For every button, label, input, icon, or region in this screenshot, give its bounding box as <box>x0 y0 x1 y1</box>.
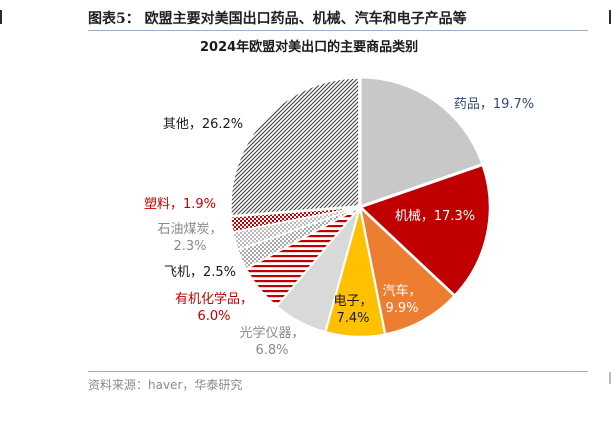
pie-slice-2 <box>360 164 491 296</box>
figure-title: 图表5： 欧盟主要对美国出口药品、机械、汽车和电子产品等 <box>88 11 467 27</box>
slice-label-2: 机械，17.3% <box>395 209 475 224</box>
right-edge-mark-bottom <box>609 372 611 384</box>
right-edge-mark <box>609 10 611 24</box>
slice-label-3: 汽车， 9.9% <box>382 283 421 316</box>
slice-label-1: 药品，19.7% <box>454 97 534 112</box>
pie-slice-9 <box>230 206 359 233</box>
slice-label-6: 有机化学品， 6.0% <box>175 291 253 324</box>
pie-slice-1 <box>360 77 483 207</box>
slice-label-10: 其他，26.2% <box>163 117 243 132</box>
slice-label-4: 电子， 7.4% <box>333 294 372 326</box>
slice-label-8: 石油煤炭， 2.3% <box>157 222 222 254</box>
slice-label-7: 飞机，2.5% <box>164 265 236 280</box>
slice-label-5: 光学仪器， 6.8% <box>239 325 304 358</box>
pie-slice-3 <box>359 206 456 335</box>
left-edge-mark <box>0 10 2 24</box>
bottom-rule <box>88 371 588 372</box>
source-note: 资料来源：haver，华泰研究 <box>88 378 243 392</box>
slice-label-9: 塑料，1.9% <box>144 197 216 212</box>
top-rule <box>88 30 588 31</box>
pie-slice-10 <box>230 77 360 217</box>
chart-title: 2024年欧盟对美出口的主要商品类别 <box>200 40 419 55</box>
